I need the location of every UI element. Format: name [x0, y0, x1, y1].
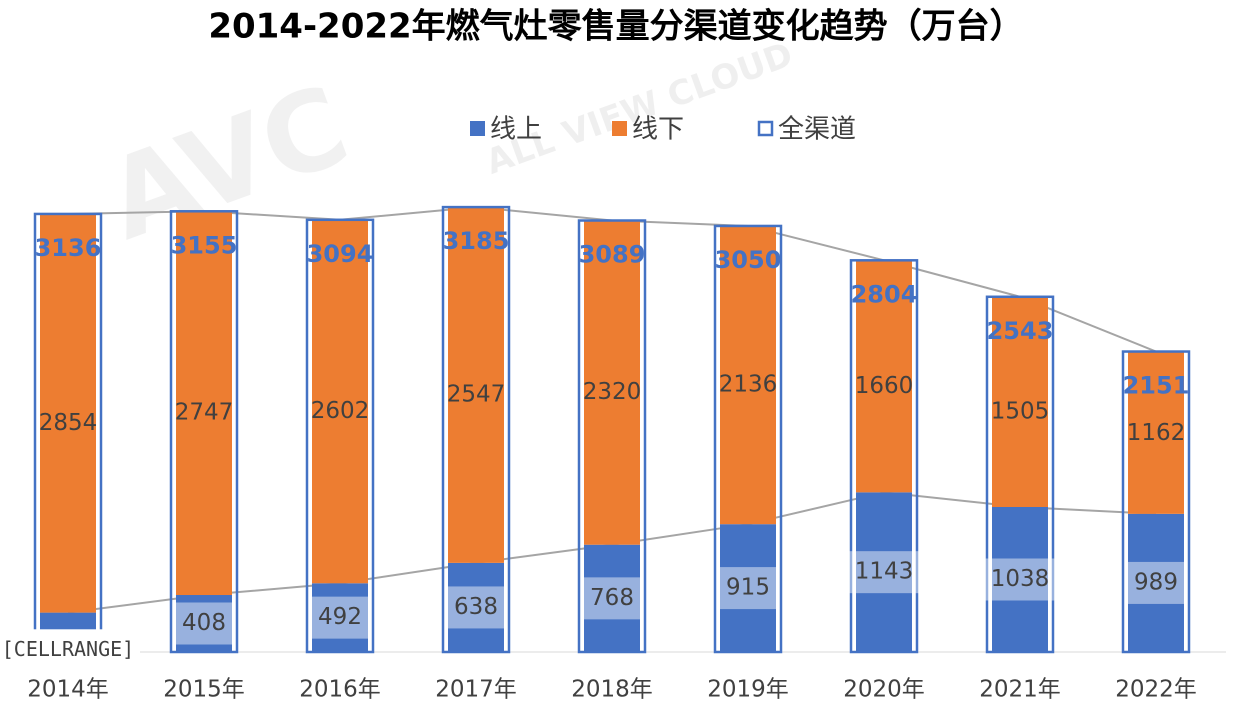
bar-online [992, 507, 1048, 652]
value-label: [CELLRANGE] [2, 637, 134, 661]
value-label: 1143 [855, 559, 914, 585]
label-bg [174, 602, 234, 645]
value-label: 915 [726, 575, 770, 601]
bar-total [713, 224, 783, 654]
legend-swatch [612, 121, 627, 136]
legend-swatch [470, 121, 485, 136]
bar-total [849, 259, 919, 654]
bar-total [1121, 350, 1191, 654]
x-tick-label: 2015年 [163, 677, 245, 703]
total-label: 3185 [443, 227, 510, 255]
label-bg [718, 567, 778, 610]
watermark: ALL VIEW CLOUD [481, 35, 798, 183]
total-label: 3050 [715, 246, 782, 274]
value-label: 1162 [1127, 420, 1186, 446]
bar-online [1128, 513, 1184, 652]
total-label: 3136 [35, 234, 102, 262]
total-label: 3155 [171, 231, 238, 259]
value-label: 638 [454, 594, 498, 620]
legend-swatch [757, 120, 774, 137]
value-label: 2136 [719, 371, 778, 397]
value-label: 2854 [39, 410, 98, 436]
bar-total [577, 219, 647, 654]
label-bg [0, 629, 140, 672]
total-label: 2151 [1123, 372, 1190, 400]
x-tick-label: 2016年 [299, 677, 381, 703]
bar-online [176, 595, 232, 652]
total-label: 2543 [987, 317, 1054, 345]
x-tick-label: 2019年 [707, 677, 789, 703]
x-tick-label: 2017年 [435, 677, 517, 703]
label-bg [310, 596, 370, 639]
bar-online [856, 492, 912, 652]
total-label: 3089 [579, 241, 646, 269]
x-tick-label: 2018年 [571, 677, 653, 703]
x-tick-label: 2022年 [1115, 677, 1197, 703]
bar-offline [992, 296, 1048, 508]
label-bg [848, 551, 920, 594]
value-label: 768 [590, 585, 634, 611]
label-bg [984, 558, 1056, 601]
bar-offline [856, 260, 912, 493]
legend-label: 全渠道 [778, 115, 856, 145]
bar-offline [448, 207, 504, 563]
label-bg [446, 586, 506, 629]
chart-title: 2014-2022年燃气灶零售量分渠道变化趋势（万台） [208, 7, 1023, 47]
bar-online [584, 544, 640, 652]
total-label: 3094 [307, 240, 374, 268]
value-label: 2747 [175, 400, 234, 426]
bar-offline [176, 211, 232, 596]
x-tick-label: 2014年 [27, 677, 109, 703]
value-label: 2547 [447, 381, 506, 407]
x-tick-label: 2020年 [843, 677, 925, 703]
legend-label: 线上 [490, 115, 542, 145]
x-tick-label: 2021年 [979, 677, 1061, 703]
value-label: 2320 [583, 379, 642, 405]
value-label: 989 [1134, 569, 1178, 595]
bar-offline [584, 220, 640, 545]
bar-total [305, 218, 375, 654]
legend-label: 线下 [632, 115, 684, 145]
label-bg [582, 577, 642, 620]
bar-total [441, 205, 511, 654]
bar-online [720, 524, 776, 652]
value-label: 1505 [991, 398, 1050, 424]
bar-online [312, 583, 368, 652]
bar-offline [720, 225, 776, 525]
bar-offline [312, 219, 368, 584]
value-label: 408 [182, 610, 226, 636]
value-label: 1660 [855, 373, 914, 399]
bar-total [169, 210, 239, 654]
value-label: 1038 [991, 566, 1050, 592]
bar-offline [1128, 351, 1184, 514]
value-label: 2602 [311, 398, 370, 424]
total-label: 2804 [851, 280, 918, 308]
value-label: 492 [318, 604, 362, 630]
bar-total [985, 295, 1055, 654]
bar-online [448, 562, 504, 652]
label-bg [1126, 561, 1186, 604]
bar-offline [40, 213, 96, 613]
